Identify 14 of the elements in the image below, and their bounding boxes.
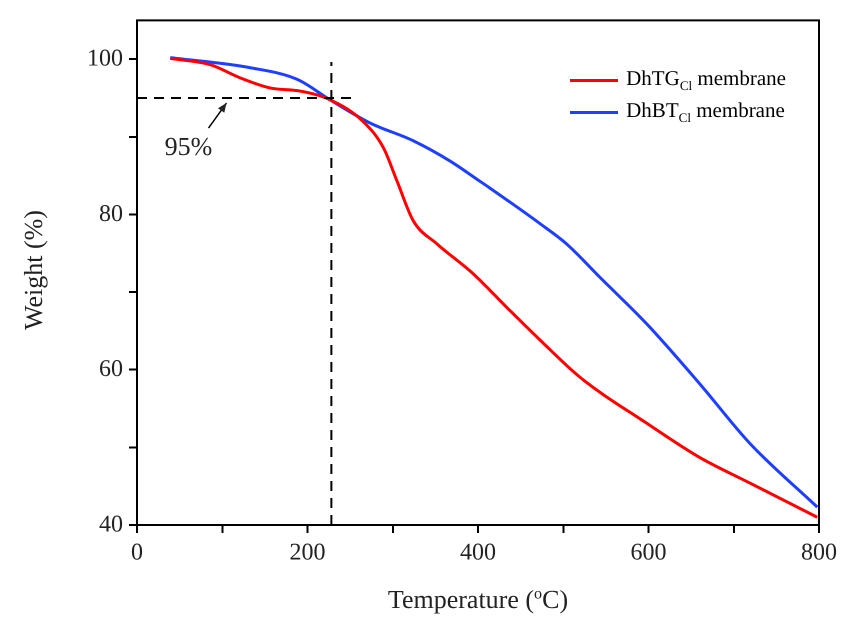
x-tick-label: 200 xyxy=(290,540,326,566)
x-tick-label: 0 xyxy=(131,540,143,566)
y-tick-label: 80 xyxy=(99,200,123,227)
x-tick-label: 400 xyxy=(460,540,496,566)
y-tick-label: 100 xyxy=(87,46,123,72)
x-axis-title: Temperature ($^{o}$C) xyxy=(388,585,568,615)
y-axis-title: Weight (%) xyxy=(19,210,49,330)
legend-label: DhTG$_{Cl}$ membrane xyxy=(626,66,786,94)
y-tick-label: 40 xyxy=(99,511,123,538)
x-tick-label: 800 xyxy=(801,540,837,566)
legend-label: DhBT$_{Cl}$ membrane xyxy=(626,98,785,126)
x-tick-label: 600 xyxy=(630,540,666,566)
y-tick-label: 60 xyxy=(99,356,123,382)
annotation: 95% xyxy=(164,132,212,161)
